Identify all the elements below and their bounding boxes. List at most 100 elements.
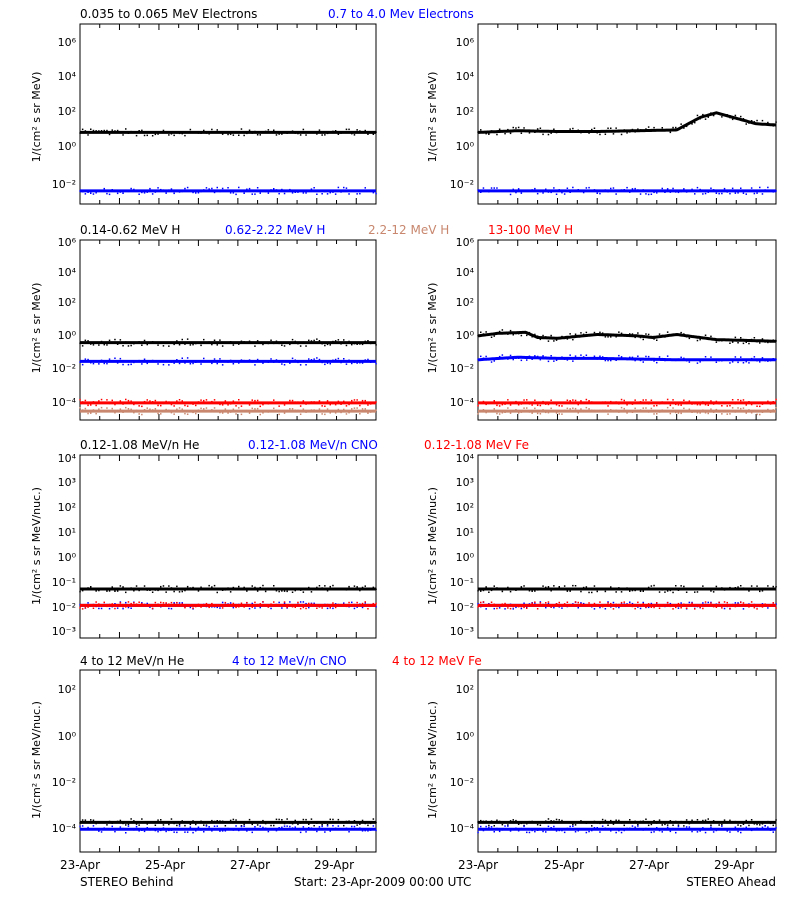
data-point xyxy=(283,412,286,414)
data-point xyxy=(361,602,364,605)
data-point xyxy=(759,405,761,408)
data-point xyxy=(775,121,777,123)
data-point xyxy=(572,399,574,401)
data-point xyxy=(267,830,270,833)
data-point xyxy=(555,404,558,406)
data-point xyxy=(122,345,124,347)
data-point xyxy=(238,134,240,136)
data-point xyxy=(680,123,682,125)
data-point xyxy=(116,605,119,607)
data-point xyxy=(591,128,593,131)
data-point xyxy=(607,190,609,193)
data-point xyxy=(286,606,288,609)
data-point xyxy=(178,823,181,826)
data-point xyxy=(515,827,517,829)
data-point xyxy=(588,830,590,833)
data-point xyxy=(604,336,607,338)
data-point xyxy=(650,585,653,587)
data-point xyxy=(138,405,140,407)
data-point xyxy=(351,604,353,606)
data-point xyxy=(618,587,620,589)
data-point xyxy=(324,405,326,407)
ytick-label: 10⁻² xyxy=(52,362,76,375)
data-point xyxy=(251,342,253,344)
data-point xyxy=(582,333,585,336)
data-point xyxy=(178,602,181,604)
data-point xyxy=(509,830,512,832)
data-point xyxy=(151,359,154,362)
data-point xyxy=(334,193,337,195)
data-point xyxy=(254,821,256,824)
data-point xyxy=(133,343,135,345)
data-point xyxy=(764,124,766,126)
data-point xyxy=(604,608,607,610)
data-point xyxy=(178,399,181,401)
data-point xyxy=(691,403,693,405)
data-point xyxy=(626,358,628,361)
data-point xyxy=(639,193,642,195)
data-point xyxy=(213,820,216,823)
data-point xyxy=(326,607,329,610)
data-point xyxy=(232,586,235,589)
data-point xyxy=(208,402,210,405)
data-point xyxy=(734,192,737,194)
data-point xyxy=(302,128,305,131)
data-point xyxy=(281,607,283,609)
data-point xyxy=(100,130,103,132)
data-point xyxy=(375,602,377,605)
data-point xyxy=(610,830,612,832)
data-point xyxy=(130,587,132,589)
data-point xyxy=(79,407,81,409)
data-point xyxy=(262,362,264,364)
data-point xyxy=(329,818,331,821)
data-point xyxy=(772,824,774,827)
data-point xyxy=(574,407,577,410)
row3-label-fe: 0.12-1.08 MeV Fe xyxy=(424,438,529,452)
data-point xyxy=(125,406,127,409)
data-point xyxy=(677,404,680,406)
data-point xyxy=(176,359,178,361)
data-point xyxy=(251,399,253,401)
data-point xyxy=(195,361,197,363)
data-point xyxy=(361,399,364,402)
ytick-label: 10⁻⁴ xyxy=(450,822,475,835)
data-point xyxy=(111,189,113,191)
data-point xyxy=(526,334,528,337)
data-point xyxy=(615,193,617,195)
data-point xyxy=(160,819,162,821)
data-point xyxy=(133,361,135,364)
data-point xyxy=(753,828,756,831)
data-point xyxy=(160,188,162,191)
data-point xyxy=(572,604,574,606)
data-point xyxy=(135,585,138,587)
data-point xyxy=(119,131,122,134)
data-point xyxy=(162,585,165,587)
data-point xyxy=(278,192,280,195)
data-point xyxy=(345,344,348,347)
data-point xyxy=(555,603,558,605)
data-point xyxy=(326,603,329,606)
data-point xyxy=(283,825,286,827)
data-point xyxy=(561,191,563,194)
data-point xyxy=(645,407,647,409)
data-point xyxy=(281,410,283,413)
data-point xyxy=(119,826,122,828)
data-point xyxy=(555,339,558,341)
data-point xyxy=(482,131,485,133)
data-point xyxy=(235,342,237,344)
footer-left-label: STEREO Behind xyxy=(80,875,174,889)
data-point xyxy=(658,411,661,413)
data-point xyxy=(238,606,240,608)
data-point xyxy=(607,413,609,415)
data-point xyxy=(264,822,267,825)
data-point xyxy=(723,402,726,405)
data-point xyxy=(675,126,677,129)
data-point xyxy=(90,128,92,130)
data-point xyxy=(133,403,135,406)
data-point xyxy=(721,607,723,609)
data-point xyxy=(133,131,135,134)
data-point xyxy=(677,128,680,131)
data-point xyxy=(577,601,579,604)
data-point xyxy=(170,601,173,604)
data-point xyxy=(305,818,307,821)
